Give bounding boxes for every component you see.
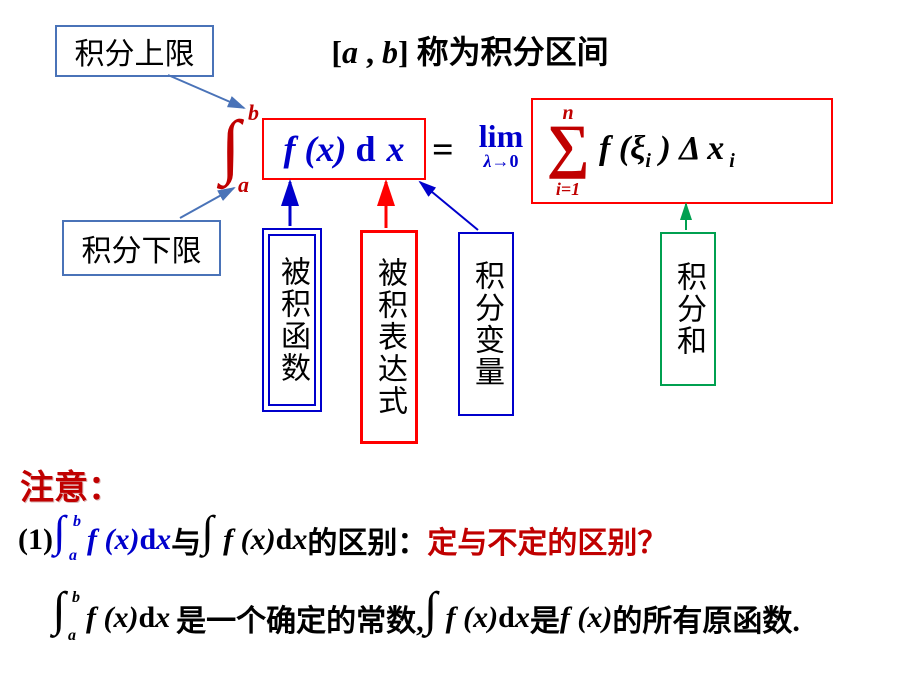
title: [a , b] 称为积分区间 <box>235 30 705 70</box>
vlabel-integral-sum: 积分和 <box>660 232 716 386</box>
vlabel3-text: 积分变量 <box>464 260 508 388</box>
sum-box: n ∑ i=1 f (ξi ) Δ x i <box>531 98 833 204</box>
vlabel2-text: 被积表达式 <box>367 257 411 417</box>
title-b: b <box>382 34 398 70</box>
int-icon-2: ∫ <box>201 506 223 562</box>
upper-limit-text: 积分上限 <box>75 29 195 73</box>
int-icon-4: ∫ <box>424 582 446 642</box>
vlabel4-text: 积分和 <box>666 261 710 357</box>
limit-block: lim λ→0 <box>466 118 536 172</box>
integrand-box: f (x) d x <box>262 118 426 180</box>
lower-limit-text: 积分下限 <box>82 226 202 270</box>
integral-a: a <box>238 172 249 198</box>
equals-sign: = <box>432 128 454 172</box>
upper-limit-label: 积分上限 <box>55 25 214 77</box>
vlabel-integration-variable: 积分变量 <box>458 232 514 416</box>
fx-text: f (x) <box>284 129 347 169</box>
lower-limit-label: 积分下限 <box>62 220 221 276</box>
integral-b: b <box>248 100 259 126</box>
vlabel-integrand-expression: 被积表达式 <box>360 230 418 444</box>
note-line-2: ∫ b a f (x)dx 是一个确定的常数, ∫ f (x)dx 是f (x)… <box>52 588 912 648</box>
d-text: d <box>355 129 375 169</box>
sigma-icon: ∑ <box>541 116 595 176</box>
note-line-1: (1) ∫ b a f (x) dx 与 ∫ f (x) dx 的区别： 定与不… <box>18 512 898 568</box>
title-a: a <box>342 34 358 70</box>
note-label: 注意： <box>20 460 122 509</box>
vlabel-integrand-function: 被积函数 <box>262 228 322 412</box>
lim-text: lim <box>466 118 536 155</box>
vlabel1-text: 被积函数 <box>270 256 314 384</box>
x-text: x <box>387 129 405 169</box>
